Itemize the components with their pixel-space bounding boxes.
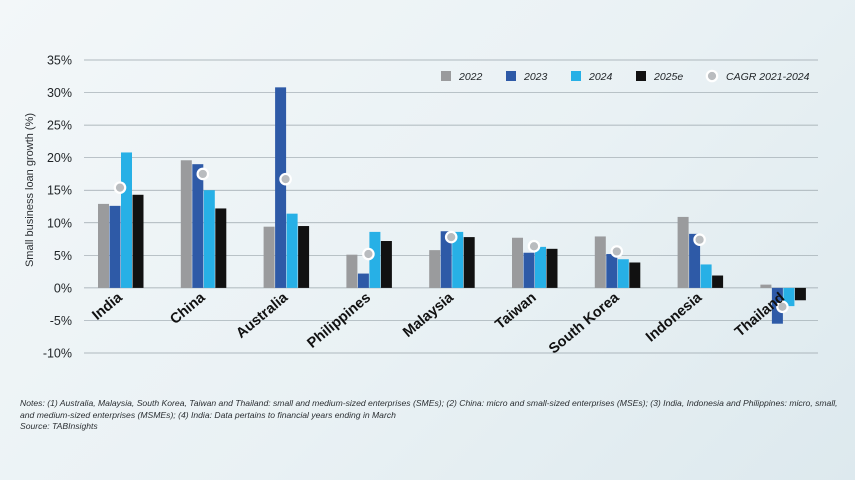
y-tick-label: -5% bbox=[50, 314, 72, 328]
y-tick-label: 25% bbox=[47, 119, 72, 133]
bar-2023-indonesia bbox=[689, 233, 701, 288]
notes-line-2: and medium-sized enterprises (MSMEs); (4… bbox=[20, 409, 396, 420]
legend-swatch-2025e bbox=[636, 71, 646, 81]
x-tick-label: China bbox=[167, 289, 209, 328]
y-tick-label: 30% bbox=[47, 86, 72, 100]
bar-2024-australia bbox=[286, 213, 298, 288]
y-axis-label: Small business loan growth (%) bbox=[24, 113, 36, 267]
notes-line-1: Notes: (1) Australia, Malaysia, South Ko… bbox=[20, 398, 838, 408]
bar-2023-south-korea bbox=[606, 254, 618, 288]
bar-2025e-thailand bbox=[794, 287, 806, 301]
y-tick-label: -10% bbox=[43, 347, 72, 361]
bar-2022-philippines bbox=[346, 254, 358, 288]
bar-2022-india bbox=[98, 203, 109, 288]
bar-2022-thailand bbox=[760, 284, 772, 288]
legend-label-2024: 2024 bbox=[588, 71, 613, 83]
x-tick-label: Indonesia bbox=[643, 289, 706, 345]
cagr-marker-india bbox=[113, 181, 127, 194]
bar-2024-indonesia bbox=[700, 264, 712, 288]
bar-2022-malaysia bbox=[429, 250, 441, 288]
bar-2022-south-korea bbox=[594, 236, 606, 288]
bar-2022-australia bbox=[263, 226, 275, 288]
legend-label-2022: 2022 bbox=[458, 71, 483, 83]
legend-swatch-2024 bbox=[571, 71, 581, 81]
cagr-marker-indonesia bbox=[693, 233, 706, 247]
cagr-marker-south-korea bbox=[610, 245, 624, 258]
x-tick-label: Australia bbox=[233, 289, 292, 342]
cagr-marker-australia bbox=[279, 172, 292, 186]
bars bbox=[98, 87, 806, 324]
bar-2023-australia bbox=[275, 87, 287, 288]
legend-swatch-2022 bbox=[441, 71, 451, 81]
x-tick-label: India bbox=[89, 289, 126, 324]
bar-2024-taiwan bbox=[535, 246, 546, 288]
bar-2025e-indonesia bbox=[712, 275, 724, 288]
bar-2022-china bbox=[180, 160, 192, 288]
bar-2025e-malaysia bbox=[463, 237, 475, 288]
legend-swatch-2023 bbox=[506, 71, 516, 81]
bar-2024-thailand bbox=[783, 287, 795, 307]
cagr-marker-malaysia bbox=[444, 230, 458, 244]
x-tick-label: South Korea bbox=[546, 289, 623, 357]
y-tick-label: 20% bbox=[47, 151, 72, 165]
legend-swatch-cagr bbox=[705, 69, 719, 83]
bar-2023-philippines bbox=[357, 273, 369, 288]
cagr-marker-china bbox=[196, 167, 210, 181]
chart-notes: Notes: (1) Australia, Malaysia, South Ko… bbox=[20, 398, 840, 433]
bar-2022-indonesia bbox=[677, 216, 689, 288]
cagr-markers bbox=[113, 167, 789, 314]
y-tick-label: 5% bbox=[54, 249, 72, 263]
source-note: Source: TABInsights bbox=[20, 421, 98, 431]
cagr-marker-taiwan bbox=[527, 239, 541, 253]
bar-2025e-india bbox=[132, 194, 144, 288]
cagr-marker-thailand bbox=[776, 300, 789, 314]
y-tick-label: 15% bbox=[47, 184, 72, 198]
bar-2024-philippines bbox=[369, 231, 381, 288]
y-axis-ticks: -10% -5% 0% 5% 10% 15% 20% 25% 30% 35% bbox=[43, 54, 72, 361]
bar-2023-taiwan bbox=[523, 252, 535, 288]
y-tick-label: 35% bbox=[47, 54, 72, 68]
bar-2025e-taiwan bbox=[546, 248, 558, 288]
bar-2023-malaysia bbox=[440, 231, 452, 288]
y-tick-label: 0% bbox=[54, 281, 72, 295]
bar-2024-india bbox=[121, 152, 132, 288]
bar-2025e-australia bbox=[298, 226, 310, 288]
legend: 2022 2023 2024 2025e CAGR 2021-2024 bbox=[441, 69, 810, 83]
x-axis-labels: India China Australia Philippines Malaysia Ta… bbox=[89, 289, 788, 357]
x-tick-label: Malaysia bbox=[400, 289, 457, 341]
x-tick-label: Taiwan bbox=[492, 290, 539, 333]
legend-label-cagr: CAGR 2021-2024 bbox=[726, 71, 810, 83]
cagr-marker-philippines bbox=[362, 247, 375, 261]
bar-2022-taiwan bbox=[512, 237, 523, 288]
bar-2024-malaysia bbox=[452, 231, 464, 288]
bar-2025e-china bbox=[215, 208, 227, 288]
bar-2023-india bbox=[109, 205, 121, 288]
bar-2024-china bbox=[203, 190, 215, 288]
y-tick-label: 10% bbox=[47, 216, 72, 230]
bar-2025e-south-korea bbox=[629, 262, 641, 288]
legend-label-2023: 2023 bbox=[523, 71, 548, 83]
bar-2024-south-korea bbox=[617, 259, 629, 288]
legend-label-2025e: 2025e bbox=[653, 71, 683, 83]
bar-2025e-philippines bbox=[380, 241, 392, 288]
bar-2023-china bbox=[192, 164, 204, 288]
